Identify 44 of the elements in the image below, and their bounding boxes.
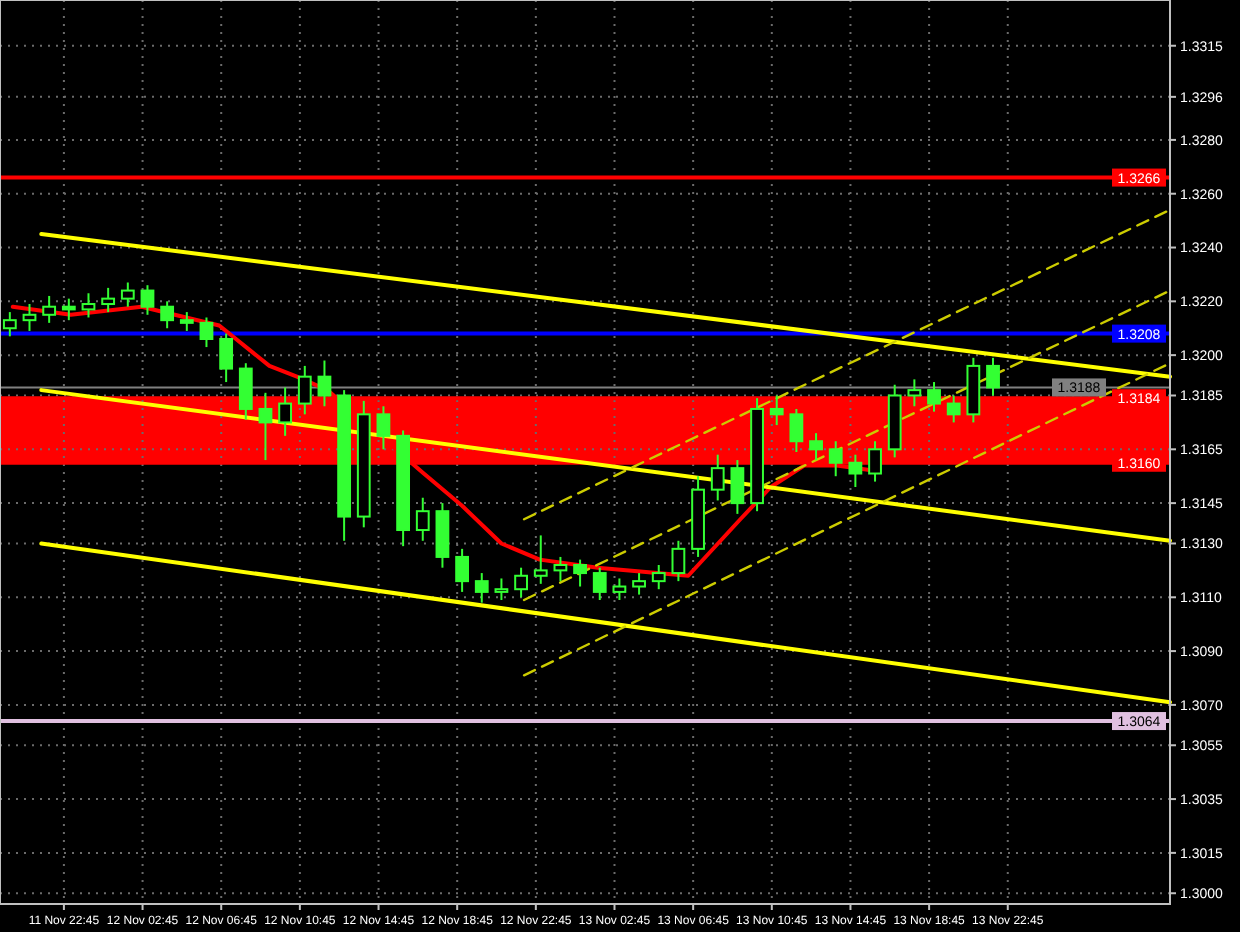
- candlestick: [494, 577, 509, 601]
- candlestick: [376, 405, 391, 451]
- candlestick: [199, 316, 214, 349]
- candlestick: [809, 432, 823, 462]
- candlestick: [179, 311, 194, 332]
- candlestick: [828, 440, 843, 478]
- candlestick: [42, 294, 57, 324]
- candlestick: [710, 453, 725, 502]
- candlestick: [317, 359, 332, 408]
- candlestick: [612, 577, 627, 601]
- candlestick: [671, 539, 686, 583]
- candlestick: [140, 284, 155, 316]
- candlestick: [2, 311, 17, 338]
- candlestick: [81, 292, 96, 319]
- candlestick: [160, 300, 175, 330]
- candlestick: [514, 566, 528, 599]
- candlestick: [435, 502, 450, 569]
- candlestick: [238, 362, 253, 421]
- candlestick: [258, 391, 273, 462]
- candlestick: [632, 572, 646, 596]
- candlestick: [533, 534, 548, 585]
- candlestick: [789, 407, 804, 453]
- candlestick: [592, 566, 607, 601]
- candlestick: [455, 547, 469, 593]
- candlestick: [907, 378, 922, 408]
- candlestick: [120, 281, 135, 308]
- candlestick: [946, 394, 961, 424]
- candlestick: [848, 453, 863, 488]
- candlestick: [868, 440, 882, 483]
- candlestick: [474, 572, 489, 604]
- candlestick: [553, 555, 568, 583]
- candlestick: [573, 558, 587, 588]
- candlestick: [986, 356, 1000, 397]
- candlestick: [219, 332, 234, 384]
- candlestick: [927, 381, 941, 413]
- candlestick: [651, 564, 666, 591]
- candlestick: [101, 286, 116, 314]
- candlestick: [730, 459, 745, 515]
- candlestick: [297, 364, 312, 416]
- candlestick: [22, 303, 37, 332]
- candlestick: [769, 394, 784, 427]
- candlestick: [61, 297, 76, 322]
- candlestick: [278, 386, 293, 437]
- candlestick: [415, 496, 430, 542]
